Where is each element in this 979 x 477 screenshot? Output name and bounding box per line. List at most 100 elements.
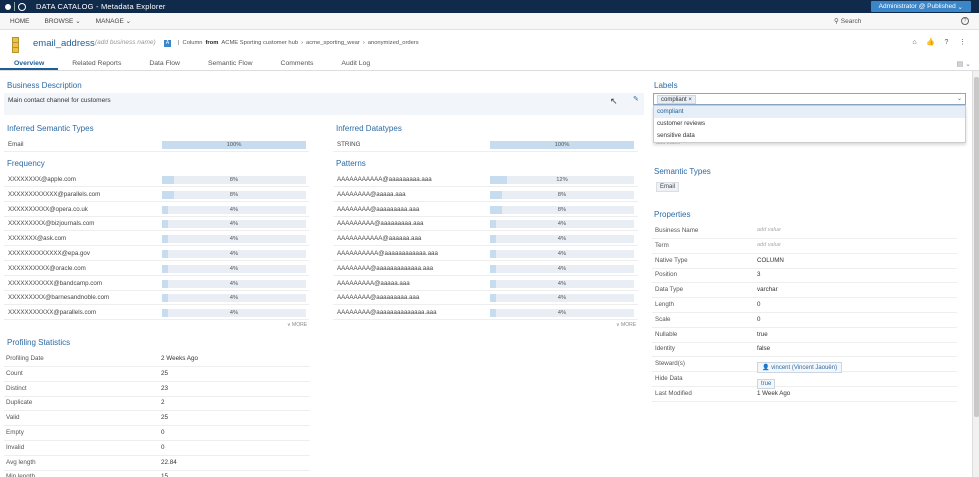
- hide-data-chip[interactable]: true: [757, 379, 776, 389]
- from-label: from: [205, 40, 219, 46]
- frequency-row: XXXXXXXXXX@oracle.com 4%: [4, 262, 309, 276]
- bar-percent: 12%: [556, 177, 568, 183]
- layout-options-icon[interactable]: ▤ ⌄: [956, 61, 971, 68]
- property-value[interactable]: add value: [757, 227, 781, 233]
- thumbs-up-icon[interactable]: 👍: [926, 39, 935, 46]
- steward-chip[interactable]: 👤 vincent (Vincent Jaouën): [757, 362, 843, 373]
- label-option-compliant[interactable]: compliant: [654, 106, 965, 118]
- remove-label-icon[interactable]: ×: [688, 97, 692, 103]
- question-icon[interactable]: ?: [944, 39, 949, 46]
- search-input[interactable]: ⚲ Search: [834, 17, 861, 26]
- object-header: [0, 30, 979, 57]
- profiling-value: 0: [161, 429, 165, 436]
- annotation-badge[interactable]: A: [164, 40, 171, 47]
- bar-percent: 8%: [557, 206, 567, 213]
- property-key: Business Name: [655, 227, 699, 234]
- bar-fill: [162, 220, 168, 229]
- bar-fill: [162, 309, 168, 318]
- add-business-name-link[interactable]: (add business name): [95, 39, 156, 46]
- semantic-type-chip[interactable]: Email: [656, 182, 680, 192]
- add-label-ghost: add Label: [656, 140, 681, 146]
- nav-manage[interactable]: MANAGE ⌄: [91, 17, 136, 25]
- more-options-icon[interactable]: ⋮: [959, 39, 966, 46]
- tab-related-reports[interactable]: Related Reports: [72, 60, 122, 67]
- page-scrollbar[interactable]: [972, 71, 979, 477]
- bar-percent: 4%: [229, 236, 239, 243]
- user-label: Administrator @ Published: [878, 3, 956, 10]
- patterns-value: AAAAAAAA@aaaaaaaaaaaaaa.aaa: [337, 309, 437, 317]
- property-row: Data Type varchar: [652, 283, 957, 299]
- patterns-value: AAAAAAAAA@aaaaa.aaa: [337, 279, 410, 287]
- patterns-value: AAAAAAAA@aaaaaaaaaaaaa.aaa: [337, 264, 434, 272]
- profiling-key: Valid: [6, 414, 20, 422]
- bar-percent: 4%: [557, 251, 567, 257]
- scrollbar-thumb[interactable]: [974, 77, 979, 417]
- property-row: Identity false: [652, 342, 957, 358]
- profiling-row: Empty 0: [4, 426, 310, 441]
- chevron-down-icon: ⌄: [75, 18, 81, 25]
- tab-data-flow[interactable]: Data Flow: [149, 60, 180, 67]
- patterns-row: AAAAAAAAA@aaaaaaaaa.aaa 4%: [333, 217, 638, 232]
- property-value: 1 Week Ago: [757, 389, 791, 397]
- property-value: 0: [757, 315, 761, 323]
- frequency-more-link[interactable]: ∨ MORE: [287, 322, 308, 328]
- bookmark-icon[interactable]: ⌂: [912, 39, 917, 46]
- patterns-more-link[interactable]: ∨ MORE: [616, 322, 637, 328]
- profiling-key: Distinct: [6, 384, 27, 392]
- bar-fill: [162, 250, 168, 258]
- inferred-semantic-types-title: Inferred Semantic Types: [7, 124, 94, 133]
- chevron-down-icon[interactable]: ⌄: [956, 96, 962, 102]
- breadcrumb-model[interactable]: ACME Sporting customer hub: [221, 40, 299, 46]
- mouse-cursor-icon: ↖: [610, 96, 618, 106]
- property-row: Native Type COLUMN: [652, 254, 957, 269]
- nav-browse[interactable]: BROWSE ⌄: [40, 17, 86, 25]
- patterns-bar: 4%: [490, 250, 634, 258]
- app-logo[interactable]: [0, 0, 36, 13]
- patterns-row: AAAAAAAAA@aaaaa.aaa 4%: [333, 277, 638, 291]
- user-menu-button[interactable]: Administrator @ Published ⌄: [870, 1, 971, 12]
- property-key: Hide Data: [655, 375, 683, 382]
- frequency-value: XXXXXXXXXXX@parallels.com: [8, 309, 97, 317]
- bar-percent: 100%: [554, 142, 570, 148]
- patterns-row: AAAAAAAA@aaaaaaaaa.aaa 4%: [333, 291, 638, 306]
- patterns-bar: 4%: [490, 264, 634, 273]
- property-key: Data Type: [655, 286, 684, 294]
- inferred-datatype-name: STRING: [337, 141, 361, 148]
- crumb-sep: |: [178, 40, 180, 46]
- bar-percent: 4%: [557, 295, 567, 302]
- labels-input[interactable]: compliant × ⌄: [653, 93, 966, 105]
- bar-percent: 4%: [557, 310, 567, 317]
- tab-comments[interactable]: Comments: [280, 60, 314, 67]
- patterns-bar: 8%: [490, 205, 634, 214]
- business-description-box[interactable]: [4, 93, 644, 115]
- patterns-bar: 4%: [490, 279, 634, 288]
- tab-overview[interactable]: Overview: [0, 57, 59, 70]
- tab-semantic-flow[interactable]: Semantic Flow: [207, 60, 253, 67]
- edit-pencil-icon[interactable]: ✎: [633, 96, 639, 103]
- nav-home[interactable]: HOME: [10, 17, 30, 25]
- bar-fill: [162, 141, 306, 149]
- profiling-value: 2: [161, 399, 165, 407]
- profiling-value: 25: [161, 414, 169, 422]
- property-key: Scale: [655, 315, 671, 323]
- patterns-bar: 4%: [490, 235, 634, 244]
- property-value: varchar: [757, 286, 778, 294]
- bar-percent: 8%: [229, 177, 239, 183]
- frequency-row: XXXXXXXXXXX@bandcamp.com 4%: [4, 277, 309, 291]
- tab-bar: Overview Related Reports Data Flow Seman…: [0, 57, 979, 71]
- frequency-value: XXXXXXX@ask.com: [8, 235, 67, 243]
- app-menu-icon[interactable]: [5, 3, 11, 10]
- label-option-sensitive-data[interactable]: sensitive data: [657, 132, 695, 139]
- breadcrumb: | Column from ACME Sporting customer hub…: [178, 40, 419, 46]
- tab-audit-log[interactable]: Audit Log: [341, 60, 371, 67]
- patterns-value: AAAAAAAAAAA@aaaaaa.aaa: [337, 235, 422, 243]
- breadcrumb-schema[interactable]: acme_sporting_wear: [306, 40, 360, 46]
- property-row: Nullable true: [652, 328, 957, 343]
- frequency-title: Frequency: [7, 159, 45, 168]
- bar-fill: [490, 294, 496, 303]
- bar-percent: 4%: [557, 221, 567, 228]
- property-value[interactable]: add value: [757, 241, 781, 248]
- breadcrumb-table[interactable]: anonymized_orders: [367, 40, 419, 46]
- label-option-customer-reviews[interactable]: customer reviews: [657, 120, 706, 127]
- help-icon[interactable]: ?: [961, 17, 969, 25]
